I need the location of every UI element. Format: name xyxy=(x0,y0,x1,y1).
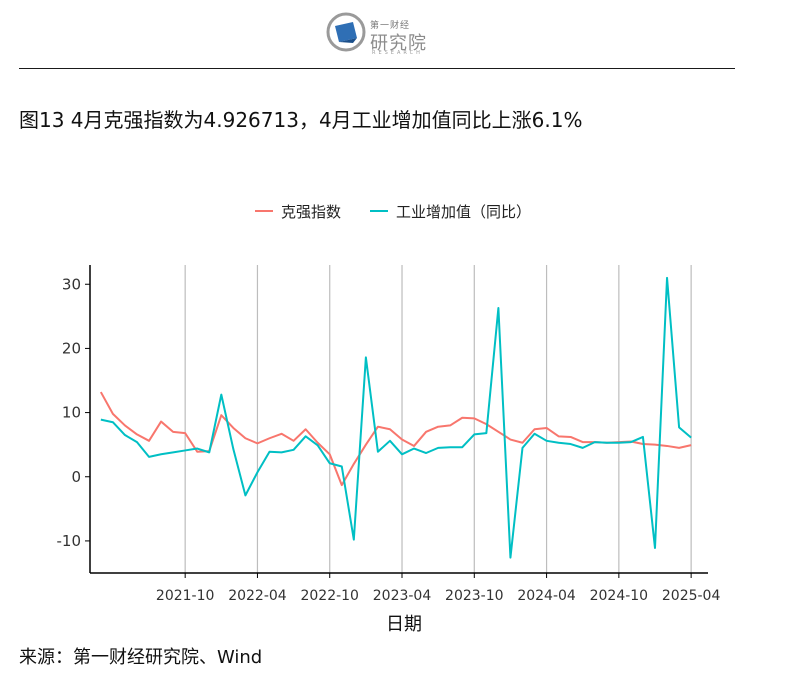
y-tick-label: -10 xyxy=(57,532,82,550)
brand-logo: 第一财经 研究院 RESEARCH xyxy=(326,10,436,58)
logo-emblem-icon xyxy=(326,12,366,52)
x-tick-label: 2024-10 xyxy=(590,588,649,604)
y-tick-label: 10 xyxy=(62,404,81,422)
x-tick-label: 2021-10 xyxy=(156,588,215,604)
logo-sub-text: RESEARCH xyxy=(372,50,423,56)
x-tick-label: 2023-04 xyxy=(373,588,432,604)
source-note: 来源：第一财经研究院、Wind xyxy=(19,647,263,668)
legend-item-industrial: 工业增加值（同比） xyxy=(370,199,531,223)
header-divider xyxy=(19,68,735,69)
chart-legend: 克强指数 工业增加值（同比） xyxy=(0,199,800,223)
series-line-industrial xyxy=(100,276,692,559)
x-axis-title: 日期 xyxy=(386,614,422,635)
y-tick-label: 20 xyxy=(62,339,81,357)
logo-main-text: 研究院 xyxy=(370,33,427,54)
series-line-keqiang xyxy=(99,391,692,487)
legend-swatch-keqiang xyxy=(255,210,273,212)
logo-small-text: 第一财经 xyxy=(370,21,411,31)
x-tick-label: 2024-04 xyxy=(517,588,576,604)
legend-item-keqiang: 克强指数 xyxy=(255,199,341,223)
y-tick-label: 30 xyxy=(62,275,81,293)
x-tick-label: 2025-04 xyxy=(662,588,721,604)
x-tick-label: 2023-10 xyxy=(445,588,504,604)
legend-label-keqiang: 克强指数 xyxy=(281,202,342,221)
x-tick-label: 2022-10 xyxy=(300,588,359,604)
legend-swatch-industrial xyxy=(370,210,388,212)
legend-label-industrial: 工业增加值（同比） xyxy=(396,202,532,221)
y-tick-label: 0 xyxy=(71,468,81,486)
x-tick-label: 2022-04 xyxy=(228,588,287,604)
figure-title: 图13 4月克强指数为4.926713，4月工业增加值同比上涨6.1% xyxy=(19,108,583,132)
